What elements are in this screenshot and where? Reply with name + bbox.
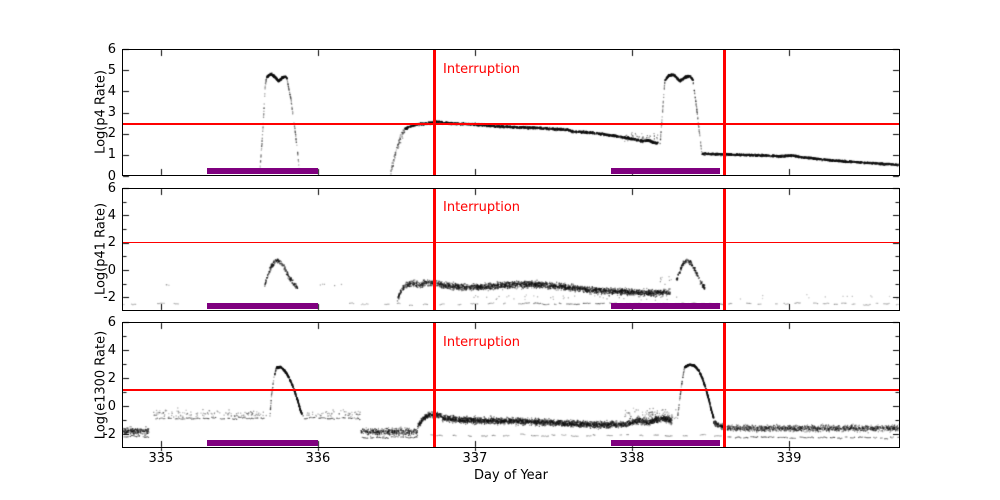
y-tick-label: 0: [107, 262, 116, 278]
y-tick-label: 2: [107, 126, 116, 142]
threshold-line: [123, 123, 899, 125]
x-tick-label: 339: [776, 451, 802, 466]
coverage-bar: [610, 168, 720, 174]
threshold-line: [123, 241, 899, 244]
interruption-label: Interruption: [443, 200, 521, 215]
interruption-line: [433, 323, 437, 447]
y-tick-label: 5: [107, 62, 116, 78]
x-tick-label: 338: [619, 451, 645, 466]
interruption-line: [722, 189, 726, 310]
threshold-line: [123, 389, 899, 391]
interruption-line: [722, 323, 726, 447]
coverage-bar: [610, 440, 720, 446]
interruption-line: [722, 50, 726, 175]
panel-e1300-rate: [122, 322, 900, 448]
x-tick-label: 335: [148, 451, 174, 466]
y-tick-label: 4: [107, 342, 116, 358]
y-tick-label: -2: [103, 289, 116, 305]
panel-p41-rate: [122, 188, 900, 311]
x-tick-label: 337: [462, 451, 488, 466]
y-tick-label: 4: [107, 207, 116, 223]
interruption-line: [433, 50, 437, 175]
interruption-label: Interruption: [443, 62, 521, 77]
coverage-bar: [207, 168, 318, 174]
coverage-bar: [207, 303, 318, 309]
y-tick-label: 0: [107, 168, 116, 184]
x-axis-label: Day of Year: [474, 468, 548, 483]
interruption-line: [433, 189, 437, 310]
y-tick-label: 1: [107, 147, 116, 163]
interruption-label: Interruption: [443, 335, 521, 350]
y-tick-label: 6: [107, 41, 116, 57]
x-tick-label: 336: [305, 451, 331, 466]
y-tick-label: 3: [107, 105, 116, 120]
y-tick-label: 2: [107, 235, 116, 251]
panel-p4-rate: [122, 49, 900, 176]
y-tick-label: 0: [107, 398, 116, 414]
y-tick-label: -2: [103, 426, 116, 442]
coverage-bar: [610, 303, 720, 309]
y-tick-label: 2: [107, 370, 116, 386]
y-tick-label: 6: [107, 314, 116, 330]
y-tick-label: 4: [107, 83, 116, 99]
y-tick-label: 6: [107, 180, 116, 196]
coverage-bar: [207, 440, 318, 446]
